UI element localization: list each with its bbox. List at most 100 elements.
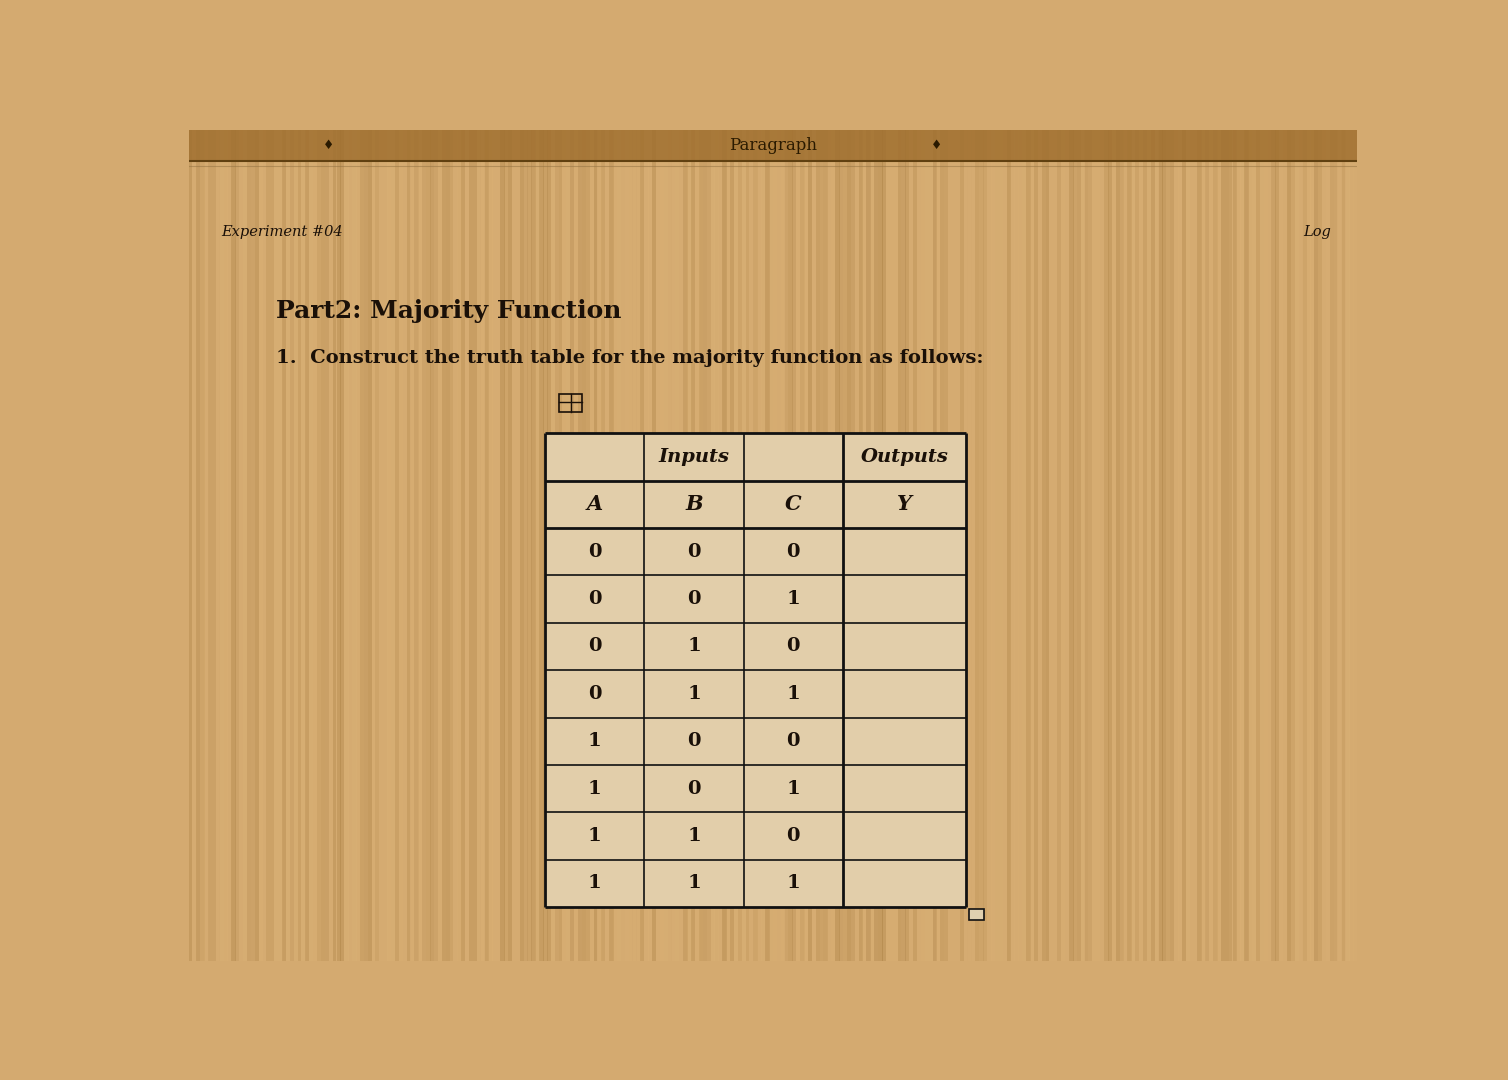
- FancyBboxPatch shape: [504, 130, 508, 961]
- FancyBboxPatch shape: [201, 130, 205, 961]
- FancyBboxPatch shape: [777, 130, 781, 961]
- FancyBboxPatch shape: [1193, 130, 1197, 961]
- FancyBboxPatch shape: [1229, 130, 1232, 961]
- FancyBboxPatch shape: [784, 130, 789, 961]
- FancyBboxPatch shape: [1306, 130, 1310, 961]
- FancyBboxPatch shape: [754, 130, 757, 961]
- Text: 1: 1: [588, 732, 602, 751]
- FancyBboxPatch shape: [1345, 130, 1350, 961]
- FancyBboxPatch shape: [668, 130, 671, 961]
- Text: 0: 0: [688, 542, 701, 561]
- FancyBboxPatch shape: [287, 130, 290, 961]
- FancyBboxPatch shape: [1077, 130, 1081, 961]
- FancyBboxPatch shape: [578, 130, 582, 961]
- FancyBboxPatch shape: [469, 130, 474, 961]
- FancyBboxPatch shape: [1116, 130, 1119, 961]
- FancyBboxPatch shape: [434, 130, 437, 961]
- FancyBboxPatch shape: [597, 130, 602, 961]
- FancyBboxPatch shape: [1151, 130, 1155, 961]
- FancyBboxPatch shape: [718, 130, 722, 961]
- FancyBboxPatch shape: [555, 130, 558, 961]
- FancyBboxPatch shape: [781, 130, 784, 961]
- FancyBboxPatch shape: [188, 130, 193, 961]
- FancyBboxPatch shape: [1303, 130, 1307, 961]
- FancyBboxPatch shape: [1045, 130, 1050, 961]
- FancyBboxPatch shape: [924, 130, 929, 961]
- FancyBboxPatch shape: [1286, 130, 1291, 961]
- FancyBboxPatch shape: [1136, 130, 1139, 961]
- FancyBboxPatch shape: [838, 130, 843, 961]
- FancyBboxPatch shape: [742, 130, 746, 961]
- FancyBboxPatch shape: [223, 130, 228, 961]
- FancyBboxPatch shape: [1279, 130, 1283, 961]
- FancyBboxPatch shape: [772, 130, 777, 961]
- FancyBboxPatch shape: [274, 130, 277, 961]
- FancyBboxPatch shape: [496, 130, 499, 961]
- FancyBboxPatch shape: [605, 130, 609, 961]
- FancyBboxPatch shape: [1015, 130, 1018, 961]
- FancyBboxPatch shape: [661, 130, 664, 961]
- FancyBboxPatch shape: [1069, 130, 1074, 961]
- FancyBboxPatch shape: [914, 130, 917, 961]
- FancyBboxPatch shape: [1333, 130, 1338, 961]
- FancyBboxPatch shape: [356, 130, 360, 961]
- Text: Y: Y: [897, 495, 912, 514]
- FancyBboxPatch shape: [648, 130, 651, 961]
- FancyBboxPatch shape: [262, 130, 267, 961]
- FancyBboxPatch shape: [644, 130, 648, 961]
- FancyBboxPatch shape: [745, 130, 749, 961]
- FancyBboxPatch shape: [1072, 130, 1077, 961]
- FancyBboxPatch shape: [1143, 130, 1148, 961]
- FancyBboxPatch shape: [344, 130, 348, 961]
- FancyBboxPatch shape: [1025, 130, 1030, 961]
- FancyBboxPatch shape: [188, 130, 1357, 161]
- Text: 1: 1: [787, 780, 801, 798]
- FancyBboxPatch shape: [407, 130, 410, 961]
- FancyBboxPatch shape: [1092, 130, 1096, 961]
- FancyBboxPatch shape: [528, 130, 532, 961]
- FancyBboxPatch shape: [360, 130, 363, 961]
- Text: 1: 1: [688, 685, 701, 703]
- FancyBboxPatch shape: [430, 130, 434, 961]
- FancyBboxPatch shape: [1259, 130, 1264, 961]
- FancyBboxPatch shape: [820, 130, 823, 961]
- FancyBboxPatch shape: [624, 130, 629, 961]
- FancyBboxPatch shape: [457, 130, 461, 961]
- Text: 0: 0: [787, 732, 801, 751]
- FancyBboxPatch shape: [446, 130, 451, 961]
- FancyBboxPatch shape: [1007, 130, 1010, 961]
- FancyBboxPatch shape: [629, 130, 632, 961]
- FancyBboxPatch shape: [651, 130, 656, 961]
- FancyBboxPatch shape: [240, 130, 243, 961]
- FancyBboxPatch shape: [1054, 130, 1057, 961]
- FancyBboxPatch shape: [247, 130, 252, 961]
- FancyBboxPatch shape: [1155, 130, 1158, 961]
- FancyBboxPatch shape: [710, 130, 715, 961]
- FancyBboxPatch shape: [894, 130, 897, 961]
- FancyBboxPatch shape: [633, 130, 636, 961]
- FancyBboxPatch shape: [395, 130, 400, 961]
- FancyBboxPatch shape: [321, 130, 324, 961]
- FancyBboxPatch shape: [575, 130, 578, 961]
- Text: 1: 1: [588, 827, 602, 845]
- FancyBboxPatch shape: [804, 130, 808, 961]
- FancyBboxPatch shape: [796, 130, 799, 961]
- FancyBboxPatch shape: [543, 130, 547, 961]
- FancyBboxPatch shape: [550, 130, 555, 961]
- FancyBboxPatch shape: [1175, 130, 1179, 961]
- FancyBboxPatch shape: [835, 130, 840, 961]
- FancyBboxPatch shape: [1010, 130, 1015, 961]
- FancyBboxPatch shape: [757, 130, 762, 961]
- FancyBboxPatch shape: [314, 130, 317, 961]
- FancyBboxPatch shape: [250, 130, 255, 961]
- Text: 0: 0: [688, 732, 701, 751]
- FancyBboxPatch shape: [297, 130, 302, 961]
- FancyBboxPatch shape: [995, 130, 998, 961]
- FancyBboxPatch shape: [1224, 130, 1229, 961]
- FancyBboxPatch shape: [863, 130, 866, 961]
- FancyBboxPatch shape: [1310, 130, 1315, 961]
- Text: 1.  Construct the truth table for the majority function as follows:: 1. Construct the truth table for the maj…: [276, 349, 983, 367]
- FancyBboxPatch shape: [540, 130, 543, 961]
- FancyBboxPatch shape: [1326, 130, 1330, 961]
- FancyBboxPatch shape: [734, 130, 739, 961]
